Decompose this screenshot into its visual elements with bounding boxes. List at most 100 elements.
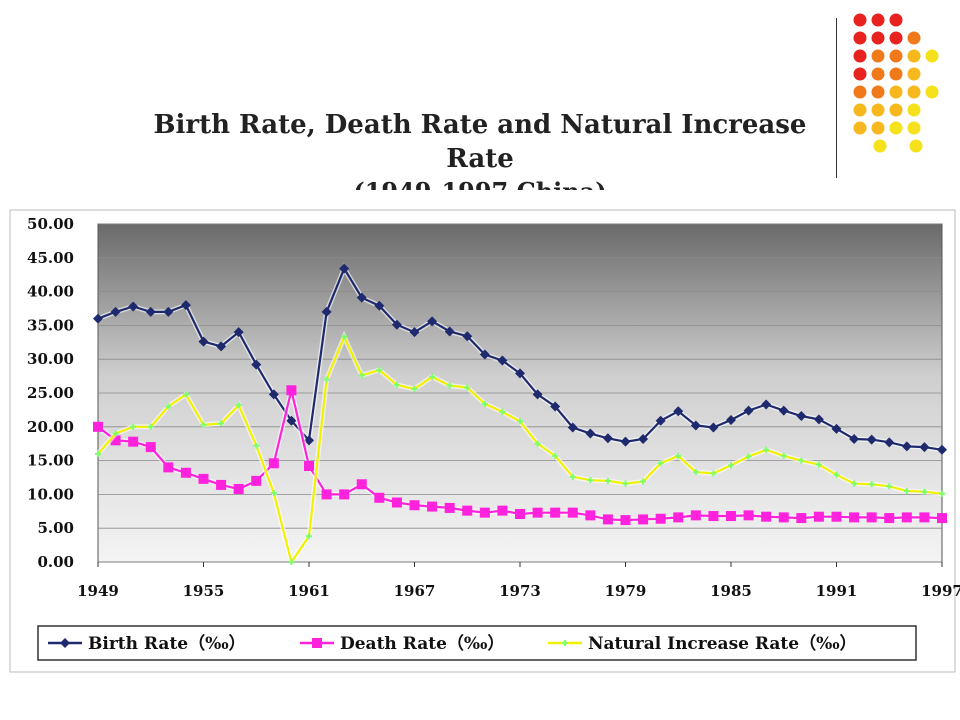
data-point	[251, 475, 262, 486]
data-point	[640, 478, 647, 485]
data-point	[886, 483, 893, 490]
x-tick-label: 1979	[605, 582, 647, 600]
decorative-dot	[853, 49, 867, 63]
data-point	[374, 300, 385, 311]
data-point	[147, 423, 154, 430]
data-point	[411, 385, 418, 392]
data-point	[515, 368, 525, 379]
legend-box	[37, 625, 917, 661]
data-point	[708, 422, 719, 433]
data-point	[675, 452, 682, 459]
data-point	[851, 480, 858, 487]
data-point	[849, 433, 860, 444]
decorative-dot	[871, 13, 885, 27]
grid-lines	[98, 223, 942, 563]
series-2	[93, 385, 947, 526]
decorative-dot	[889, 85, 903, 99]
decorative-dot	[871, 31, 885, 45]
data-point	[356, 292, 367, 303]
data-point	[884, 513, 895, 524]
data-point	[763, 446, 770, 453]
data-point	[655, 415, 666, 426]
data-point	[312, 638, 322, 648]
x-tick-label: 1997	[921, 582, 960, 600]
data-point	[831, 511, 842, 522]
data-point	[728, 462, 734, 469]
data-point	[517, 418, 523, 425]
data-point	[216, 479, 227, 490]
data-point	[901, 512, 912, 523]
data-point	[499, 408, 506, 415]
data-point	[481, 400, 488, 407]
data-point	[620, 515, 631, 526]
data-point	[726, 511, 736, 522]
series-1	[93, 263, 947, 455]
data-point	[286, 415, 297, 426]
data-point	[95, 450, 101, 457]
data-point	[182, 391, 189, 398]
decorative-dot	[925, 85, 939, 99]
data-point	[813, 511, 824, 522]
data-point	[306, 533, 312, 540]
data-point	[708, 511, 719, 522]
data-point	[218, 420, 225, 427]
data-point	[198, 336, 209, 347]
data-point	[464, 384, 471, 391]
data-point	[409, 500, 420, 511]
data-point	[128, 301, 139, 312]
data-point	[427, 316, 438, 327]
data-point	[813, 414, 824, 425]
data-point	[602, 514, 613, 525]
data-point	[657, 460, 664, 467]
legend-label: Natural Increase Rate（‰）	[588, 633, 857, 654]
y-tick-label: 25.00	[27, 384, 74, 402]
data-point	[288, 559, 295, 565]
data-point	[304, 435, 314, 446]
data-point	[358, 372, 365, 379]
data-point	[268, 389, 279, 400]
data-point	[93, 313, 103, 324]
data-point	[268, 458, 279, 469]
legend: Birth Rate（‰） Death Rate（‰） Natural Increa…	[48, 633, 857, 654]
data-point	[919, 512, 930, 523]
y-tick-label: 20.00	[27, 418, 74, 436]
data-point	[552, 452, 559, 459]
data-point	[939, 490, 945, 497]
data-point	[462, 331, 473, 342]
data-point	[866, 512, 877, 523]
title-line-1: Birth Rate, Death Rate and Natural Incre…	[153, 110, 807, 174]
data-point	[323, 376, 330, 383]
x-tick-label: 1955	[183, 582, 225, 600]
decorative-dot	[853, 13, 867, 27]
x-tick-label: 1985	[710, 582, 752, 600]
divider-line	[836, 18, 837, 178]
data-point	[479, 507, 490, 518]
data-point	[180, 467, 191, 478]
data-point	[567, 507, 578, 518]
y-tick-label: 45.00	[27, 249, 74, 267]
legend-swatch-marker	[60, 638, 70, 648]
y-tick-label: 10.00	[27, 485, 74, 503]
series-3	[95, 330, 945, 568]
data-point	[534, 440, 541, 447]
data-point	[60, 638, 70, 648]
data-point	[937, 444, 947, 455]
legend-swatch-marker	[562, 640, 568, 646]
x-tick-label: 1991	[816, 582, 858, 600]
data-point	[710, 470, 717, 477]
data-point	[391, 319, 402, 330]
data-point	[200, 421, 207, 428]
data-point	[743, 510, 754, 521]
x-tick-label: 1967	[394, 582, 436, 600]
x-tick-label: 1961	[288, 582, 330, 600]
decorative-dot	[871, 85, 885, 99]
data-point	[833, 471, 840, 478]
data-point	[180, 300, 191, 311]
y-tick-label: 5.00	[37, 519, 74, 537]
data-point	[550, 507, 561, 518]
decorative-dot	[853, 103, 867, 117]
decorative-dot	[871, 49, 885, 63]
data-point	[321, 306, 332, 317]
data-point	[462, 505, 473, 516]
legend-label: Death Rate（‰）	[340, 633, 504, 654]
